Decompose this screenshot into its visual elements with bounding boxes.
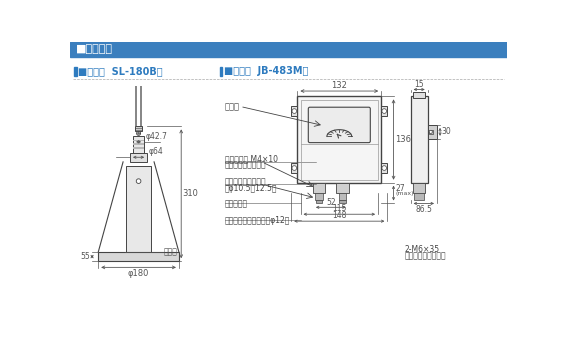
Bar — [297, 96, 381, 183]
Bar — [126, 166, 151, 252]
Text: 15: 15 — [414, 80, 424, 89]
Bar — [413, 92, 425, 98]
Bar — [428, 125, 437, 139]
Circle shape — [292, 109, 297, 113]
Text: 30: 30 — [441, 127, 452, 136]
Bar — [136, 86, 137, 126]
Circle shape — [136, 179, 141, 183]
Text: 55: 55 — [81, 252, 91, 261]
Circle shape — [382, 166, 387, 171]
Bar — [133, 147, 144, 149]
Bar — [291, 106, 297, 117]
Circle shape — [292, 166, 297, 171]
Text: φ42.7: φ42.7 — [146, 132, 167, 141]
Bar — [381, 163, 387, 173]
Circle shape — [382, 109, 387, 113]
Bar — [140, 86, 142, 126]
Text: （φ10.5～12.5）: （φ10.5～12.5） — [225, 183, 277, 192]
Text: 86.5: 86.5 — [415, 205, 432, 214]
Bar — [130, 153, 147, 162]
Text: φ64: φ64 — [149, 148, 163, 157]
Text: 115: 115 — [332, 205, 346, 213]
Bar — [316, 200, 322, 204]
Text: 132: 132 — [332, 81, 347, 90]
Text: 52: 52 — [326, 198, 336, 207]
Bar — [381, 106, 387, 117]
Bar — [301, 100, 378, 180]
Bar — [414, 193, 424, 200]
Bar — [74, 67, 77, 76]
Bar — [313, 183, 325, 193]
Text: 接地端子用 M4×10: 接地端子用 M4×10 — [225, 154, 278, 163]
Bar — [315, 193, 323, 200]
Bar — [135, 126, 142, 131]
Bar — [410, 96, 428, 183]
Text: (max): (max) — [395, 191, 414, 196]
Text: 十字穴付ナベ小ネジ: 十字穴付ナベ小ネジ — [225, 160, 266, 169]
Circle shape — [429, 130, 432, 133]
Bar — [291, 163, 297, 173]
FancyBboxPatch shape — [309, 107, 370, 143]
Bar — [338, 193, 346, 200]
Text: 指示計: 指示計 — [225, 102, 240, 111]
Text: 136: 136 — [395, 135, 411, 144]
Text: 十字穴付ナベ小ネジ: 十字穴付ナベ小ネジ — [404, 251, 446, 260]
Bar — [429, 129, 433, 134]
Text: ゼロ点: ゼロ点 — [163, 247, 177, 256]
Bar — [99, 252, 179, 261]
Text: ■機器構成: ■機器構成 — [76, 45, 113, 54]
Circle shape — [138, 133, 140, 134]
Text: ■検出器  SL-180B型: ■検出器 SL-180B型 — [78, 66, 163, 77]
Text: φ180: φ180 — [128, 269, 149, 278]
Bar — [133, 136, 144, 153]
Text: 310: 310 — [183, 189, 199, 198]
Text: 中空ケーブル導入口（φ12）: 中空ケーブル導入口（φ12） — [225, 216, 290, 225]
Bar — [336, 183, 348, 193]
Text: 148: 148 — [332, 211, 346, 220]
Bar — [413, 183, 425, 193]
Text: 伝送ケーブル導入口: 伝送ケーブル導入口 — [225, 177, 266, 187]
Bar — [133, 143, 144, 145]
Bar — [339, 200, 346, 204]
Text: 大気導入口: 大気導入口 — [225, 199, 248, 208]
Text: 27: 27 — [395, 184, 405, 193]
Bar — [70, 42, 507, 57]
Text: ■中継箱  JB-483M型: ■中継箱 JB-483M型 — [224, 66, 308, 77]
Circle shape — [137, 132, 141, 135]
Bar — [133, 140, 144, 141]
Text: 2-M6×35: 2-M6×35 — [404, 245, 440, 254]
Bar — [220, 67, 222, 76]
